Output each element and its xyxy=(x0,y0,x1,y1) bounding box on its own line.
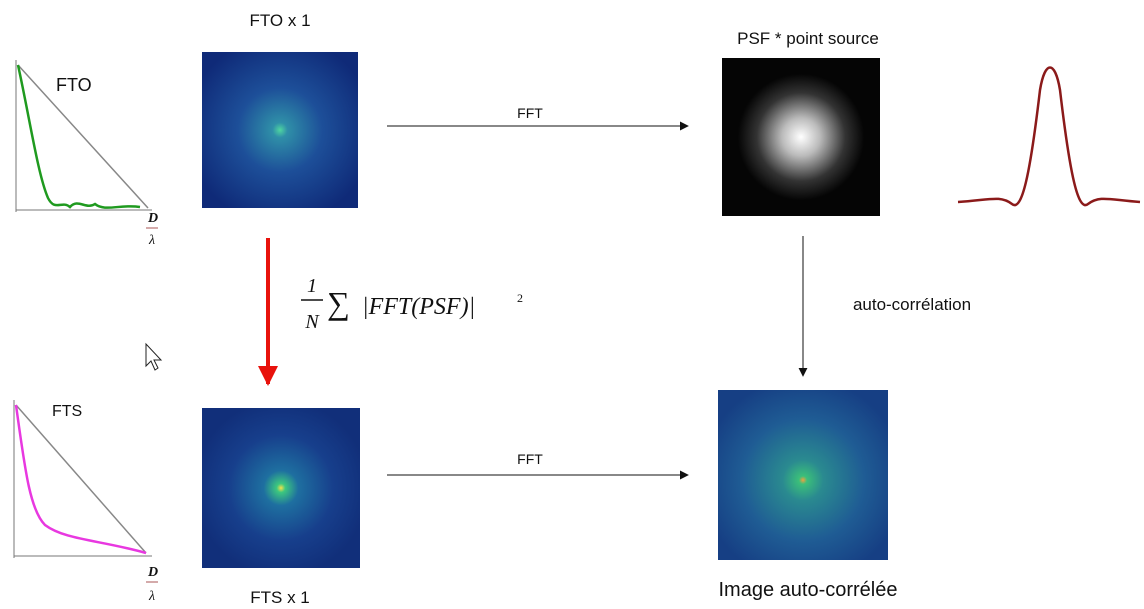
node-label: PSF * point source xyxy=(737,29,879,48)
edge-label: FFT xyxy=(517,105,543,121)
denominator: N xyxy=(304,311,320,333)
axis-label: λ xyxy=(148,233,155,248)
operator: ∑ xyxy=(327,285,350,321)
fts-plot: FTS D λ xyxy=(14,400,158,604)
psf-profile xyxy=(958,68,1140,206)
edge-label: auto-corrélation xyxy=(853,295,971,314)
fto-image xyxy=(202,52,358,208)
formula: 1 N ∑ |FFT(PSF)| 2 xyxy=(301,275,523,333)
axis-label: D xyxy=(147,565,158,580)
plot-label: FTS xyxy=(52,403,82,420)
exponent: 2 xyxy=(517,291,523,305)
axis-label: λ xyxy=(148,589,155,604)
fts-image xyxy=(202,408,360,568)
diagram: FTO D λ FTS D λ FTO x 1 PSF * point sour… xyxy=(0,0,1144,609)
node-label: FTO x 1 xyxy=(249,11,310,30)
numerator: 1 xyxy=(307,275,317,297)
psf-image xyxy=(722,58,880,216)
autocorr-image xyxy=(718,390,888,560)
fto-plot: FTO D λ xyxy=(16,60,158,248)
edge-label: FFT xyxy=(517,451,543,467)
node-label: Image auto-corrélée xyxy=(719,579,898,601)
axis-label: D xyxy=(147,211,158,226)
cursor xyxy=(146,344,161,370)
formula-body: |FFT(PSF)| xyxy=(362,294,475,320)
plot-label: FTO xyxy=(56,75,92,95)
node-label: FTS x 1 xyxy=(250,588,310,607)
